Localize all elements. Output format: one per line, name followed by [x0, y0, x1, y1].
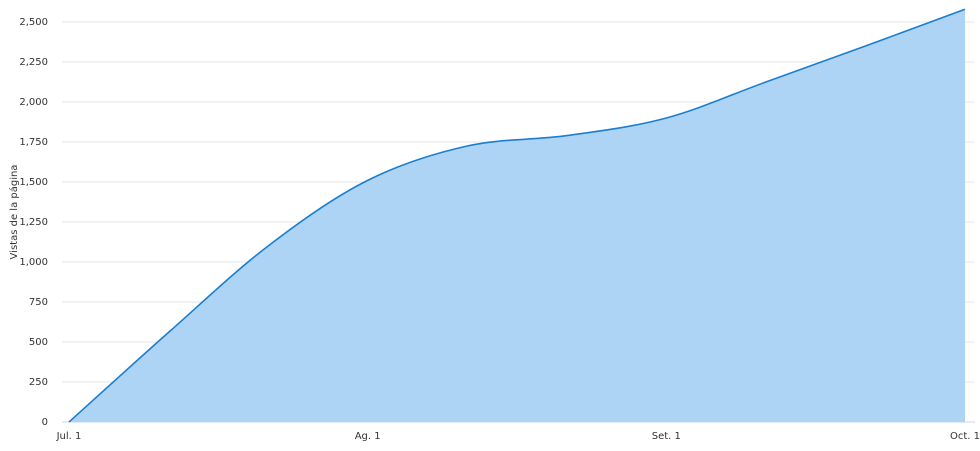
area-fill	[69, 9, 965, 422]
y-tick-label: 2,000	[19, 97, 48, 108]
y-tick-label: 1,750	[19, 137, 48, 148]
y-axis-title: Vistas de la página	[8, 165, 20, 260]
x-tick-label: Set. 1	[652, 431, 681, 442]
y-tick-label: 1,500	[19, 177, 48, 188]
y-tick-label: 250	[29, 377, 48, 388]
y-tick-label: 1,000	[19, 257, 48, 268]
area-line	[68, 8, 966, 423]
x-tick-label: Jul. 1	[56, 431, 82, 442]
y-tick-label: 1,250	[19, 217, 48, 228]
x-tick-label: Ag. 1	[355, 431, 381, 442]
y-tick-label: 500	[29, 337, 48, 348]
y-tick-label: 2,250	[19, 57, 48, 68]
y-tick-label: 0	[42, 417, 48, 428]
y-tick-label: 2,500	[19, 17, 48, 28]
x-tick-label: Oct. 1	[950, 431, 980, 442]
y-tick-label: 750	[29, 297, 48, 308]
